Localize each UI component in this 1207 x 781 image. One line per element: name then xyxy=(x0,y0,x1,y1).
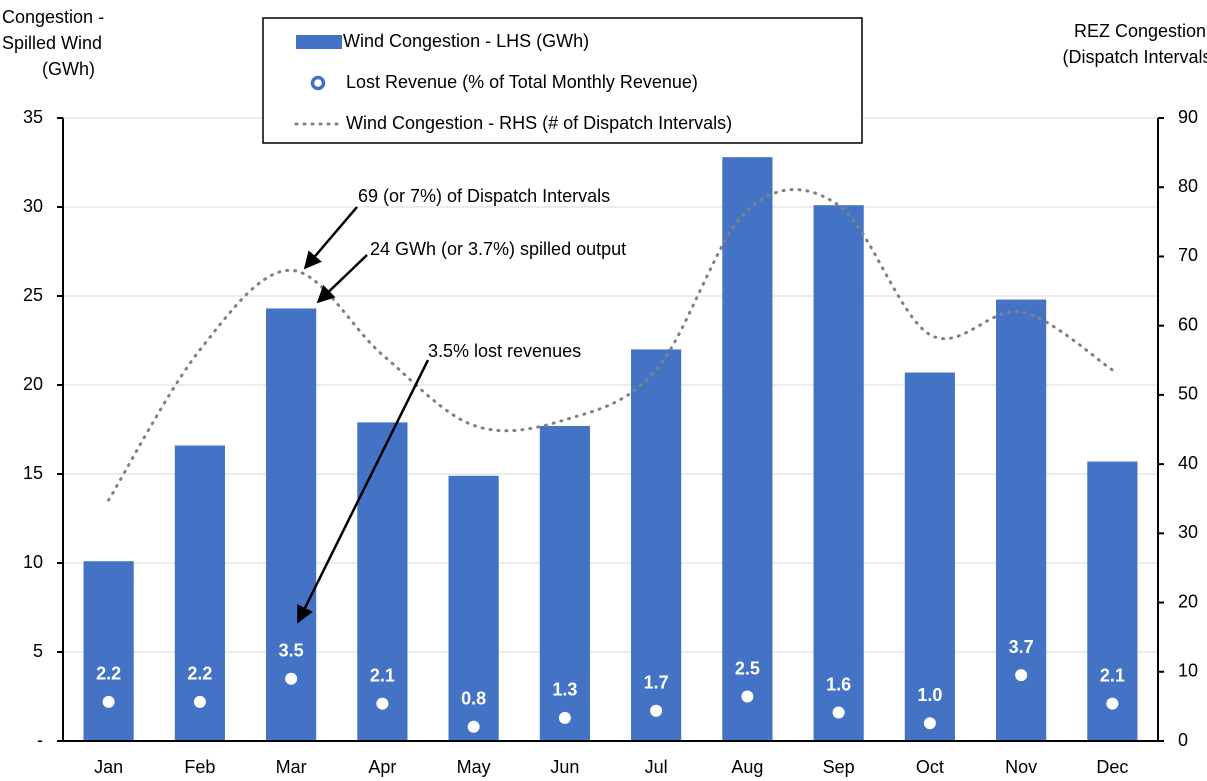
y2-tick-label: 10 xyxy=(1178,661,1198,681)
value-label: 0.8 xyxy=(461,689,486,709)
marker xyxy=(193,695,206,708)
x-tick-label: Oct xyxy=(916,757,944,777)
x-tick-label: Jun xyxy=(550,757,579,777)
x-tick-label: Feb xyxy=(184,757,215,777)
bar xyxy=(266,308,317,741)
bar xyxy=(722,157,773,741)
bar xyxy=(448,475,499,741)
bar xyxy=(904,372,955,741)
y-tick-label: 25 xyxy=(23,285,43,305)
y2-tick-label: 80 xyxy=(1178,176,1198,196)
value-label: 1.3 xyxy=(552,680,577,700)
bar xyxy=(357,422,408,741)
bar xyxy=(83,561,134,741)
marker xyxy=(467,720,480,733)
legend-label: Wind Congestion - RHS (# of Dispatch Int… xyxy=(346,113,732,133)
annotation: 3.5% lost revenues xyxy=(428,341,581,361)
legend-box xyxy=(262,17,863,144)
bar xyxy=(539,425,590,741)
bar xyxy=(174,445,225,741)
y2-tick-label: 90 xyxy=(1178,107,1198,127)
annotation-arrow xyxy=(303,206,358,270)
annotation-arrow xyxy=(296,359,430,624)
x-tick-label: Jul xyxy=(645,757,668,777)
marker xyxy=(741,690,754,703)
marker xyxy=(285,672,298,685)
y2-tick-label: 60 xyxy=(1178,314,1198,334)
y2-tick-label: 70 xyxy=(1178,245,1198,265)
marker xyxy=(558,711,571,724)
legend-swatch xyxy=(296,35,342,49)
y2-axis-title: REZ Congestion xyxy=(1074,21,1206,41)
x-tick-label: Aug xyxy=(731,757,763,777)
value-label: 2.5 xyxy=(735,658,760,678)
legend-label: Lost Revenue (% of Total Monthly Revenue… xyxy=(346,72,698,92)
marker xyxy=(650,704,663,717)
annotation: 69 (or 7%) of Dispatch Intervals xyxy=(358,186,610,206)
marker xyxy=(1106,697,1119,710)
y-tick-label: 10 xyxy=(23,552,43,572)
y-tick-label: 15 xyxy=(23,463,43,483)
x-tick-label: Mar xyxy=(276,757,307,777)
legend-swatch xyxy=(310,75,326,91)
x-tick-label: Apr xyxy=(368,757,396,777)
y2-tick-label: 50 xyxy=(1178,384,1198,404)
x-tick-label: May xyxy=(457,757,491,777)
value-label: 1.0 xyxy=(917,685,942,705)
y-axis-title: (GWh) xyxy=(42,59,95,79)
y-tick-label: 30 xyxy=(23,196,43,216)
y-tick-label: 35 xyxy=(23,107,43,127)
legend-label: Wind Congestion - LHS (GWh) xyxy=(343,31,589,51)
y2-tick-label: 0 xyxy=(1178,730,1188,750)
marker xyxy=(832,706,845,719)
y2-tick-label: 20 xyxy=(1178,591,1198,611)
value-label: 3.7 xyxy=(1009,637,1034,657)
value-label: 3.5 xyxy=(279,640,304,660)
bar xyxy=(631,349,682,741)
y-tick-label: 20 xyxy=(23,374,43,394)
x-tick-label: Dec xyxy=(1096,757,1128,777)
bar xyxy=(996,299,1047,741)
marker xyxy=(376,697,389,710)
value-label: 2.2 xyxy=(187,664,212,684)
value-label: 1.7 xyxy=(644,672,669,692)
value-label: 2.2 xyxy=(96,664,121,684)
y-tick-label: - xyxy=(37,730,43,750)
marker xyxy=(102,695,115,708)
y-axis-title: Spilled Wind xyxy=(2,33,102,53)
y2-axis-title: (Dispatch Intervals) xyxy=(1062,47,1207,67)
annotation-arrow xyxy=(316,254,368,304)
marker xyxy=(923,717,936,730)
y-axis-title: Congestion - xyxy=(2,7,104,27)
value-label: 2.1 xyxy=(370,665,395,685)
y-tick-label: 5 xyxy=(33,641,43,661)
x-tick-label: Nov xyxy=(1005,757,1037,777)
line xyxy=(107,188,1114,502)
y2-tick-label: 30 xyxy=(1178,522,1198,542)
x-tick-label: Jan xyxy=(94,757,123,777)
y2-tick-label: 40 xyxy=(1178,453,1198,473)
x-tick-label: Sep xyxy=(823,757,855,777)
value-label: 1.6 xyxy=(826,674,851,694)
marker xyxy=(1015,669,1028,682)
annotation: 24 GWh (or 3.7%) spilled output xyxy=(370,239,626,259)
bar xyxy=(1087,461,1138,741)
bar xyxy=(813,205,864,742)
value-label: 2.1 xyxy=(1100,665,1125,685)
